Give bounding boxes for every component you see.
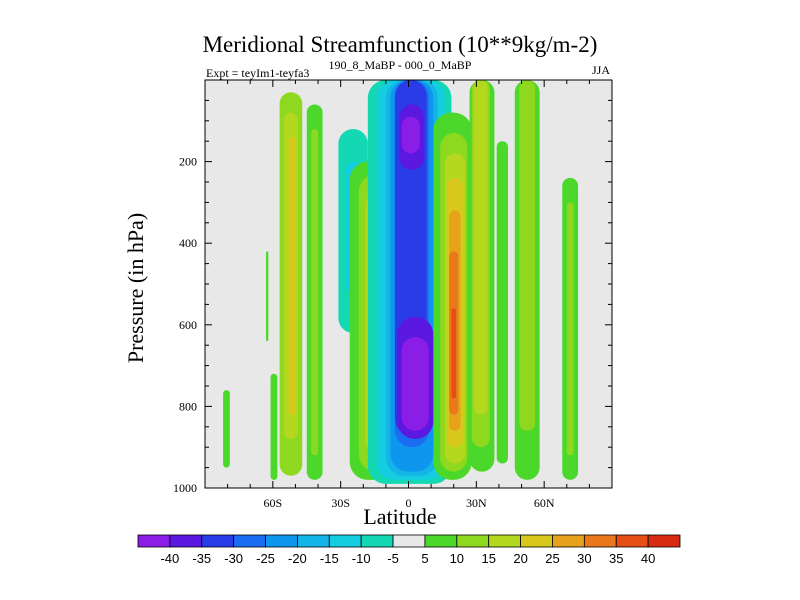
colorbar-box-0 <box>137 534 171 548</box>
x-axis-label: Latitude <box>363 504 437 529</box>
colorbar-label-5: -15 <box>320 551 339 566</box>
colorbar-label-1: -35 <box>192 551 211 566</box>
contour-region-5 <box>288 137 296 415</box>
y-tick-label-1: 400 <box>179 236 197 250</box>
colorbar-label-11: 20 <box>513 551 527 566</box>
contour-region-26 <box>401 337 429 431</box>
colorbar-label-15: 40 <box>641 551 655 566</box>
contour-fills <box>223 80 579 484</box>
x-tick-label-2: 0 <box>406 496 412 510</box>
colorbar-box-12 <box>520 534 553 548</box>
contour-region-24 <box>401 116 420 154</box>
colorbar-box-16 <box>647 534 681 548</box>
chart-title: Meridional Streamfunction (10**9kg/m-2) <box>202 32 598 57</box>
colorbar-box-7 <box>360 534 394 548</box>
x-tick-label-0: 60S <box>263 496 282 510</box>
colorbar-label-9: 10 <box>450 551 464 566</box>
colorbar-box-10 <box>456 534 490 548</box>
colorbar-box-6 <box>328 534 362 548</box>
colorbar-label-13: 30 <box>577 551 591 566</box>
colorbar-box-15 <box>615 534 649 548</box>
contour-region-1 <box>266 251 269 342</box>
colorbar-label-12: 25 <box>545 551 559 566</box>
colorbar-box-5 <box>297 534 330 548</box>
colorbar-box-11 <box>488 534 521 548</box>
contour-region-0 <box>223 390 230 468</box>
colorbar-box-14 <box>583 534 617 548</box>
y-axis-label: Pressure (in hPa) <box>123 212 148 364</box>
colorbar-box-4 <box>265 534 298 548</box>
colorbar-label-10: 15 <box>481 551 495 566</box>
x-tick-label-1: 30S <box>331 496 350 510</box>
contour-region-33 <box>451 308 456 399</box>
contour-region-41 <box>566 202 574 456</box>
contour-region-36 <box>474 80 488 415</box>
y-tick-label-2: 600 <box>179 318 197 332</box>
x-tick-label-4: 60N <box>534 496 555 510</box>
colorbar-label-4: -20 <box>288 551 307 566</box>
contour-region-39 <box>519 80 536 431</box>
experiment-label: Expt = teyIm1-teyfa3 <box>206 66 310 80</box>
colorbar-label-8: 5 <box>421 551 428 566</box>
colorbar-label-0: -40 <box>160 551 179 566</box>
contour-region-7 <box>311 128 319 456</box>
colorbar-label-3: -25 <box>256 551 275 566</box>
y-tick-label-4: 1000 <box>173 481 197 495</box>
colorbar-label-6: -10 <box>352 551 371 566</box>
contour-region-37 <box>496 141 508 464</box>
colorbar-box-8 <box>392 534 426 548</box>
colorbar-box-3 <box>233 534 266 548</box>
colorbar-box-13 <box>552 534 585 548</box>
colorbar-label-2: -30 <box>224 551 243 566</box>
colorbar-label-14: 35 <box>609 551 623 566</box>
colorbar-box-1 <box>169 534 203 548</box>
colorbar-label-7: -5 <box>387 551 399 566</box>
colorbar-box-9 <box>424 534 458 548</box>
x-tick-label-3: 30N <box>466 496 487 510</box>
y-tick-label-3: 800 <box>179 399 197 413</box>
y-tick-label-0: 200 <box>179 155 197 169</box>
colorbar-box-2 <box>201 534 235 548</box>
season-label: JJA <box>592 63 611 77</box>
chart-subtitle: 190_8_MaBP - 000_0_MaBP <box>328 58 472 72</box>
contour-region-2 <box>270 373 278 480</box>
